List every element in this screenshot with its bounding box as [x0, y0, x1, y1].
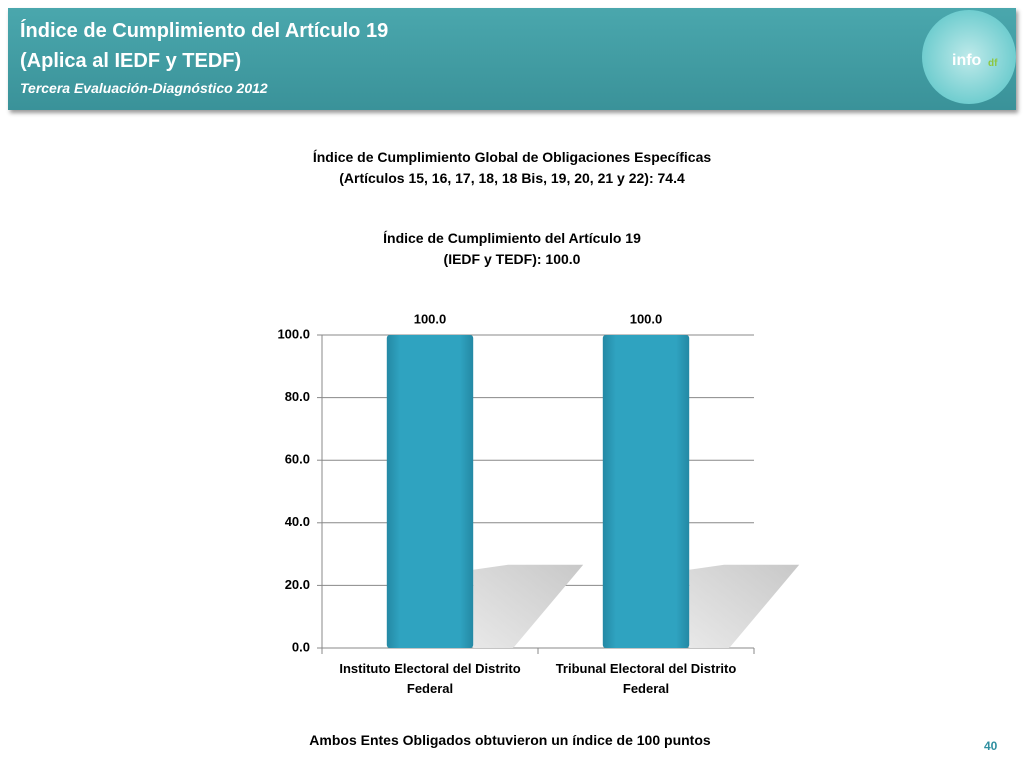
y-tick-label: 0.0 [292, 639, 310, 654]
logo-text: df [988, 58, 998, 69]
footer-note: Ambos Entes Obligados obtuvieron un índi… [309, 732, 711, 748]
y-tick-label: 100.0 [277, 326, 310, 341]
bar-shadow [689, 564, 800, 648]
x-tick-label: Tribunal Electoral del Distrito Federal [555, 661, 737, 696]
bar-shadow [473, 564, 584, 648]
page-number: 40 [984, 739, 998, 753]
y-tick-label: 20.0 [285, 577, 310, 592]
logo: info df [922, 10, 1016, 104]
subtitle: Tercera Evaluación-Diagnóstico 2012 [20, 80, 268, 96]
x-tick-label: Instituto Electoral del Distrito Federal [339, 661, 521, 696]
heading: Índice de Cumplimiento del Artículo 19 [383, 230, 641, 246]
y-tick-label: 40.0 [285, 514, 310, 529]
header-band: Índice de Cumplimiento del Artículo 19 (… [8, 8, 1016, 110]
title-line: Índice de Cumplimiento del Artículo 19 [20, 20, 389, 42]
bar [386, 335, 474, 648]
y-tick-label: 60.0 [285, 452, 310, 467]
bar [602, 335, 690, 648]
heading: (Artículos 15, 16, 17, 18, 18 Bis, 19, 2… [339, 170, 685, 186]
logo-text: info [952, 52, 982, 69]
value-label: 100.0 [414, 311, 447, 326]
y-tick-label: 80.0 [285, 389, 310, 404]
title-line: (Aplica al IEDF y TEDF) [20, 50, 242, 72]
heading: (IEDF y TEDF): 100.0 [443, 251, 581, 267]
value-label: 100.0 [630, 311, 663, 326]
heading: Índice de Cumplimiento Global de Obligac… [312, 149, 712, 165]
